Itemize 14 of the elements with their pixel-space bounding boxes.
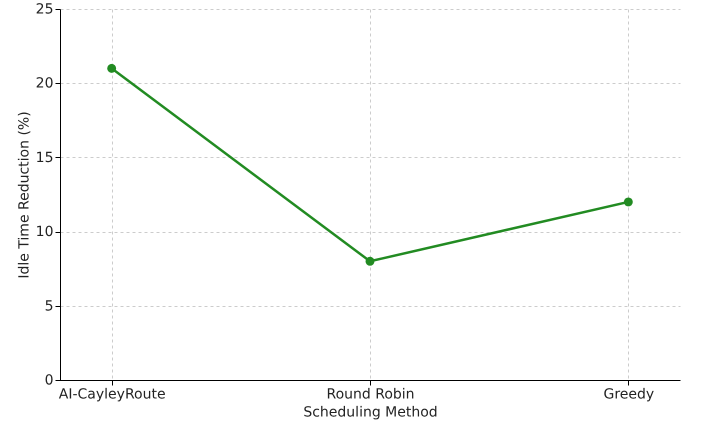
x-tick-label: Round Robin xyxy=(326,386,415,402)
x-tick-label: Greedy xyxy=(603,386,654,402)
y-tick-label: 10 xyxy=(36,224,54,240)
point xyxy=(107,64,116,73)
y-tick-label: 0 xyxy=(44,372,54,388)
y-tick-label: 20 xyxy=(36,76,54,92)
x-axis-title: Scheduling Method xyxy=(303,404,438,420)
point xyxy=(366,256,374,266)
y-tick-label: 5 xyxy=(44,298,54,314)
x-tick-label: AI-CayleyRoute xyxy=(58,386,166,402)
y-tick-label: 15 xyxy=(36,150,54,166)
y-axis-title: Idle Time Reduction (%) xyxy=(16,111,33,279)
y-tick-label: 25 xyxy=(36,2,54,18)
point xyxy=(624,197,633,206)
